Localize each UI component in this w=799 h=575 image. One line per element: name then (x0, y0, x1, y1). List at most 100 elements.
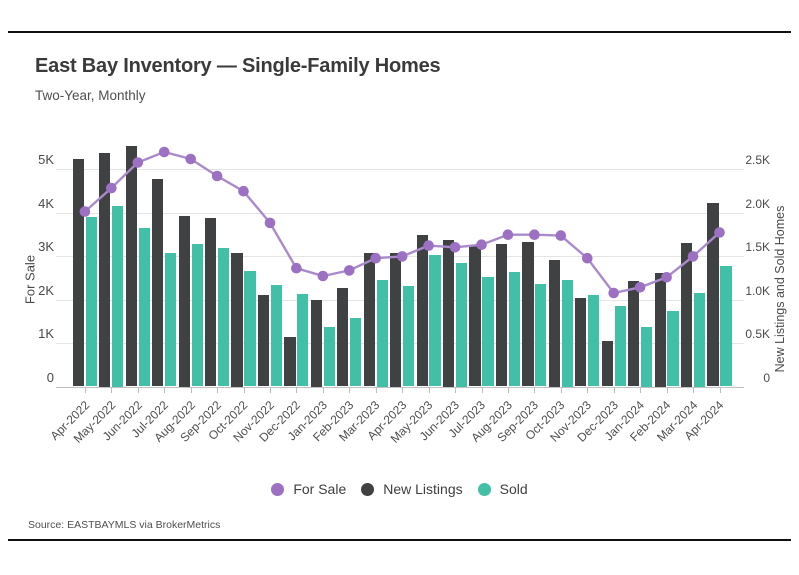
for-sale-point (529, 229, 540, 240)
bar-sold (693, 292, 706, 387)
bar-new-listings (469, 246, 481, 387)
right-axis-tick-label: 1.5K (745, 240, 770, 254)
right-axis-tick-label: 2.5K (745, 153, 770, 167)
new-listings-swatch-icon (361, 482, 375, 496)
bar-sold (561, 279, 573, 387)
gridline (56, 169, 744, 170)
bar-new-listings (337, 288, 349, 387)
bar-new-listings (257, 295, 270, 387)
x-tick (402, 387, 404, 393)
bar-sold (270, 284, 283, 387)
for-sale-point (555, 230, 567, 241)
for-sale-point (291, 262, 302, 274)
right-axis-tick-label: 1.0K (745, 283, 770, 298)
right-axis-tick-label: 0 (763, 370, 770, 385)
legend-item-new-listings: New Listings (361, 481, 463, 497)
x-tick (190, 387, 192, 393)
for-sale-point (106, 182, 117, 194)
x-tick (587, 387, 589, 393)
for-sale-point (714, 227, 725, 238)
x-tick (534, 387, 536, 393)
x-tick (375, 387, 377, 393)
x-tick (322, 387, 324, 393)
bar-sold (376, 279, 388, 387)
bar-new-listings (443, 239, 455, 387)
x-tick (613, 387, 615, 393)
bar-sold (455, 263, 468, 387)
for-sale-point (344, 265, 355, 276)
for-sale-point (687, 251, 699, 262)
bar-new-listings (178, 216, 190, 387)
bar-new-listings (522, 242, 534, 387)
bar-new-listings (654, 272, 666, 387)
for-sale-line (84, 150, 721, 295)
bar-sold (508, 271, 520, 387)
x-tick (217, 387, 219, 393)
legend-item-sold: Sold (477, 481, 528, 497)
bar-new-listings (548, 259, 560, 387)
bar-sold (640, 326, 653, 387)
bar-new-listings (99, 152, 111, 387)
bar-new-listings (284, 336, 296, 387)
bar-new-listings (628, 281, 640, 387)
bar-new-listings (310, 299, 323, 387)
bar-new-listings (707, 202, 719, 387)
bar-sold (667, 310, 679, 387)
bar-sold (614, 305, 626, 387)
sold-swatch-icon (477, 482, 491, 496)
legend-label: New Listings (383, 481, 463, 497)
bar-sold (403, 285, 415, 387)
for-sale-point (317, 270, 329, 282)
bar-new-listings (152, 178, 164, 387)
for-sale-point (423, 240, 434, 251)
legend-label: For Sale (293, 481, 347, 497)
source-note: Source: EASTBAYMLS via BrokerMetrics (28, 519, 221, 531)
bar-sold (535, 283, 547, 387)
bar-new-listings (390, 252, 402, 387)
chart-title: East Bay Inventory — Single-Family Homes (35, 55, 441, 77)
for-sale-point (582, 252, 593, 264)
left-axis-tick-label: 3K (38, 239, 54, 254)
bar-new-listings (601, 341, 613, 387)
for-sale-point (449, 242, 461, 253)
bar-new-listings (125, 146, 137, 387)
x-tick (455, 387, 457, 393)
right-axis-tick-label: 2.0K (745, 196, 770, 211)
for-sale-point (211, 170, 223, 182)
bar-sold (112, 205, 124, 387)
x-tick (507, 387, 509, 393)
for-sale-point (661, 272, 672, 283)
for-sale-point (132, 157, 144, 168)
x-tick (693, 387, 694, 393)
bar-sold (217, 248, 230, 387)
bar-new-listings (416, 235, 428, 387)
x-tick (296, 387, 298, 393)
for-sale-point (238, 185, 249, 197)
x-tick (349, 387, 351, 393)
bar-sold (165, 253, 177, 387)
x-tick (111, 387, 113, 393)
bar-new-listings (205, 217, 217, 387)
x-tick (481, 387, 483, 393)
for-sale-point (476, 239, 487, 250)
bar-new-listings (495, 243, 508, 387)
for-sale-point (370, 252, 382, 264)
bottom-divider (8, 539, 791, 541)
for-sale-point (502, 229, 514, 240)
x-tick (560, 387, 562, 393)
x-tick (243, 387, 245, 393)
for-sale-point (185, 153, 196, 165)
legend-item-for-sale: For Sale (271, 481, 346, 497)
legend: For Sale New Listings Sold (0, 481, 799, 497)
x-axis-line (56, 386, 744, 388)
bar-sold (720, 266, 732, 387)
for-sale-swatch-icon (271, 482, 285, 496)
left-axis-tick-label: 5K (38, 152, 54, 167)
bar-sold (244, 270, 256, 387)
bar-new-listings (575, 297, 587, 387)
bar-sold (482, 276, 494, 387)
x-tick (137, 387, 139, 393)
